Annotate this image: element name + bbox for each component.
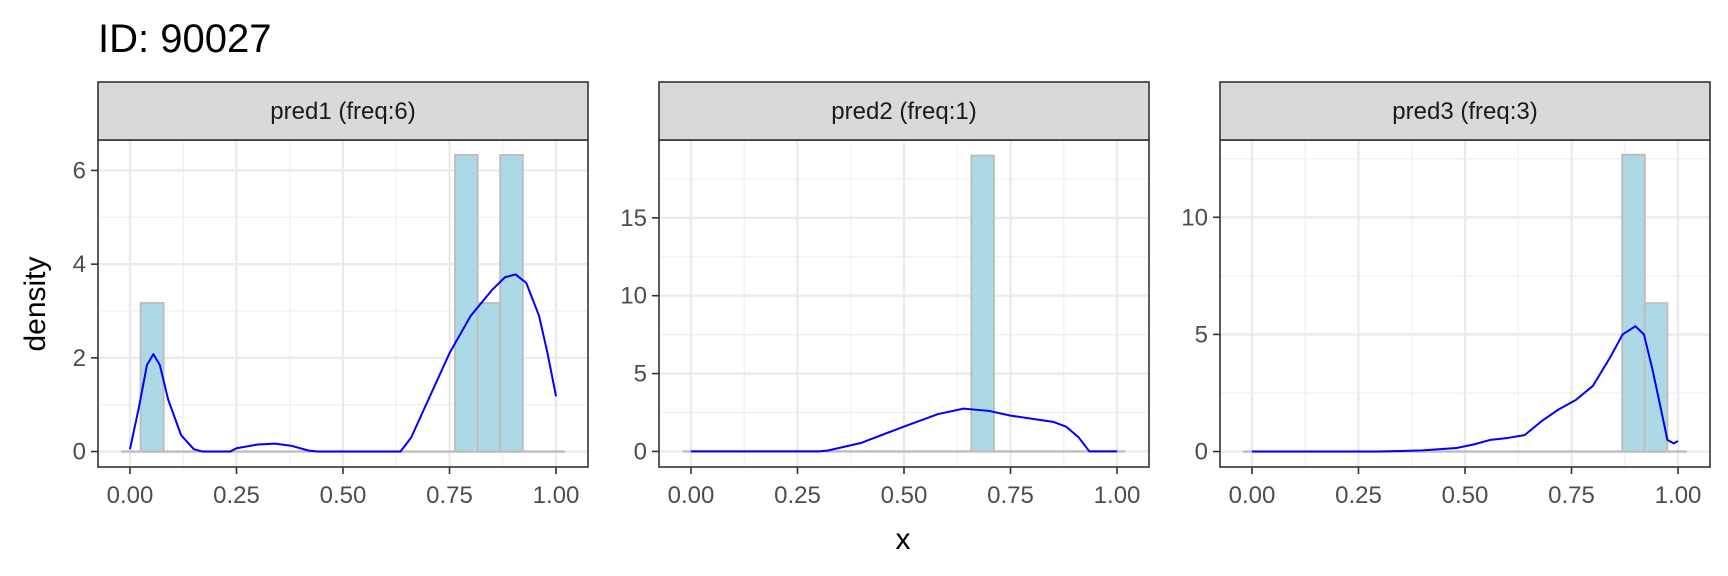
x-tick-label: 0.75 [987, 482, 1034, 509]
x-tick-label: 1.00 [1655, 482, 1702, 509]
y-tick-label: 5 [1195, 321, 1208, 348]
panels-group: pred1 (freq:6)0.00 0.25 0.50 0.75 1.000246pr… [73, 81, 1711, 509]
histogram-bar [1621, 153, 1646, 453]
y-tick-label: 0 [634, 438, 647, 465]
y-tick-label: 2 [73, 345, 86, 372]
facet-panel: pred2 (freq:1) 0.00 0.25 0.50 0.75 1.00 0 5 10 15 [620, 81, 1150, 509]
facet-strip-label: pred1 (freq:6) [270, 98, 415, 125]
facet-strip-label: pred3 (freq:3) [1392, 98, 1537, 125]
x-tick-label: 0.25 [774, 482, 821, 509]
y-axis-title: density [19, 256, 52, 351]
y-tick-label: 4 [73, 251, 86, 278]
density-line [128, 273, 558, 453]
x-tick-label: 0.75 [1548, 482, 1595, 509]
y-tick-label: 6 [73, 157, 86, 184]
x-tick-label: 1.00 [533, 482, 580, 509]
x-tick-label: 0.25 [213, 482, 260, 509]
x-tick-label: 0.00 [107, 482, 154, 509]
histogram-bar [454, 153, 479, 453]
x-axis-title: x [896, 523, 911, 556]
x-tick-label: 0.00 [1229, 482, 1276, 509]
x-tick-label: 0.50 [320, 482, 367, 509]
y-tick-label: 10 [1181, 204, 1208, 231]
facet-strip-label: pred2 (freq:1) [831, 98, 976, 125]
facet-strip [658, 81, 1150, 141]
facet-strip [97, 81, 589, 141]
x-tick-label: 1.00 [1094, 482, 1141, 509]
x-tick-label: 0.25 [1335, 482, 1382, 509]
x-tick-label: 0.75 [426, 482, 473, 509]
x-tick-label: 0.50 [881, 482, 928, 509]
histogram-bar [499, 153, 524, 453]
histogram-bar [476, 302, 502, 453]
y-tick-label: 0 [1195, 439, 1208, 466]
chart-title: ID: 90027 [98, 17, 271, 61]
density-line [1251, 325, 1679, 453]
x-tick-label: 0.50 [1442, 482, 1489, 509]
histogram-bar [1643, 302, 1669, 453]
facet-panel: pred3 (freq:3) 0.00 0.25 0.50 0.75 1.00 0 5 10 [1181, 81, 1711, 509]
histogram-bar [970, 154, 995, 453]
x-tick-label: 0.00 [668, 482, 715, 509]
density-line [690, 407, 1118, 453]
y-tick-label: 0 [73, 439, 86, 466]
y-tick-label: 5 [634, 361, 647, 388]
y-tick-label: 10 [620, 283, 647, 310]
facet-panel: pred1 (freq:6) 0.00 0.25 0.50 0.75 1.00 0 2 4 6 [73, 81, 589, 509]
facet-strip [1219, 81, 1711, 141]
y-tick-label: 15 [620, 205, 647, 232]
